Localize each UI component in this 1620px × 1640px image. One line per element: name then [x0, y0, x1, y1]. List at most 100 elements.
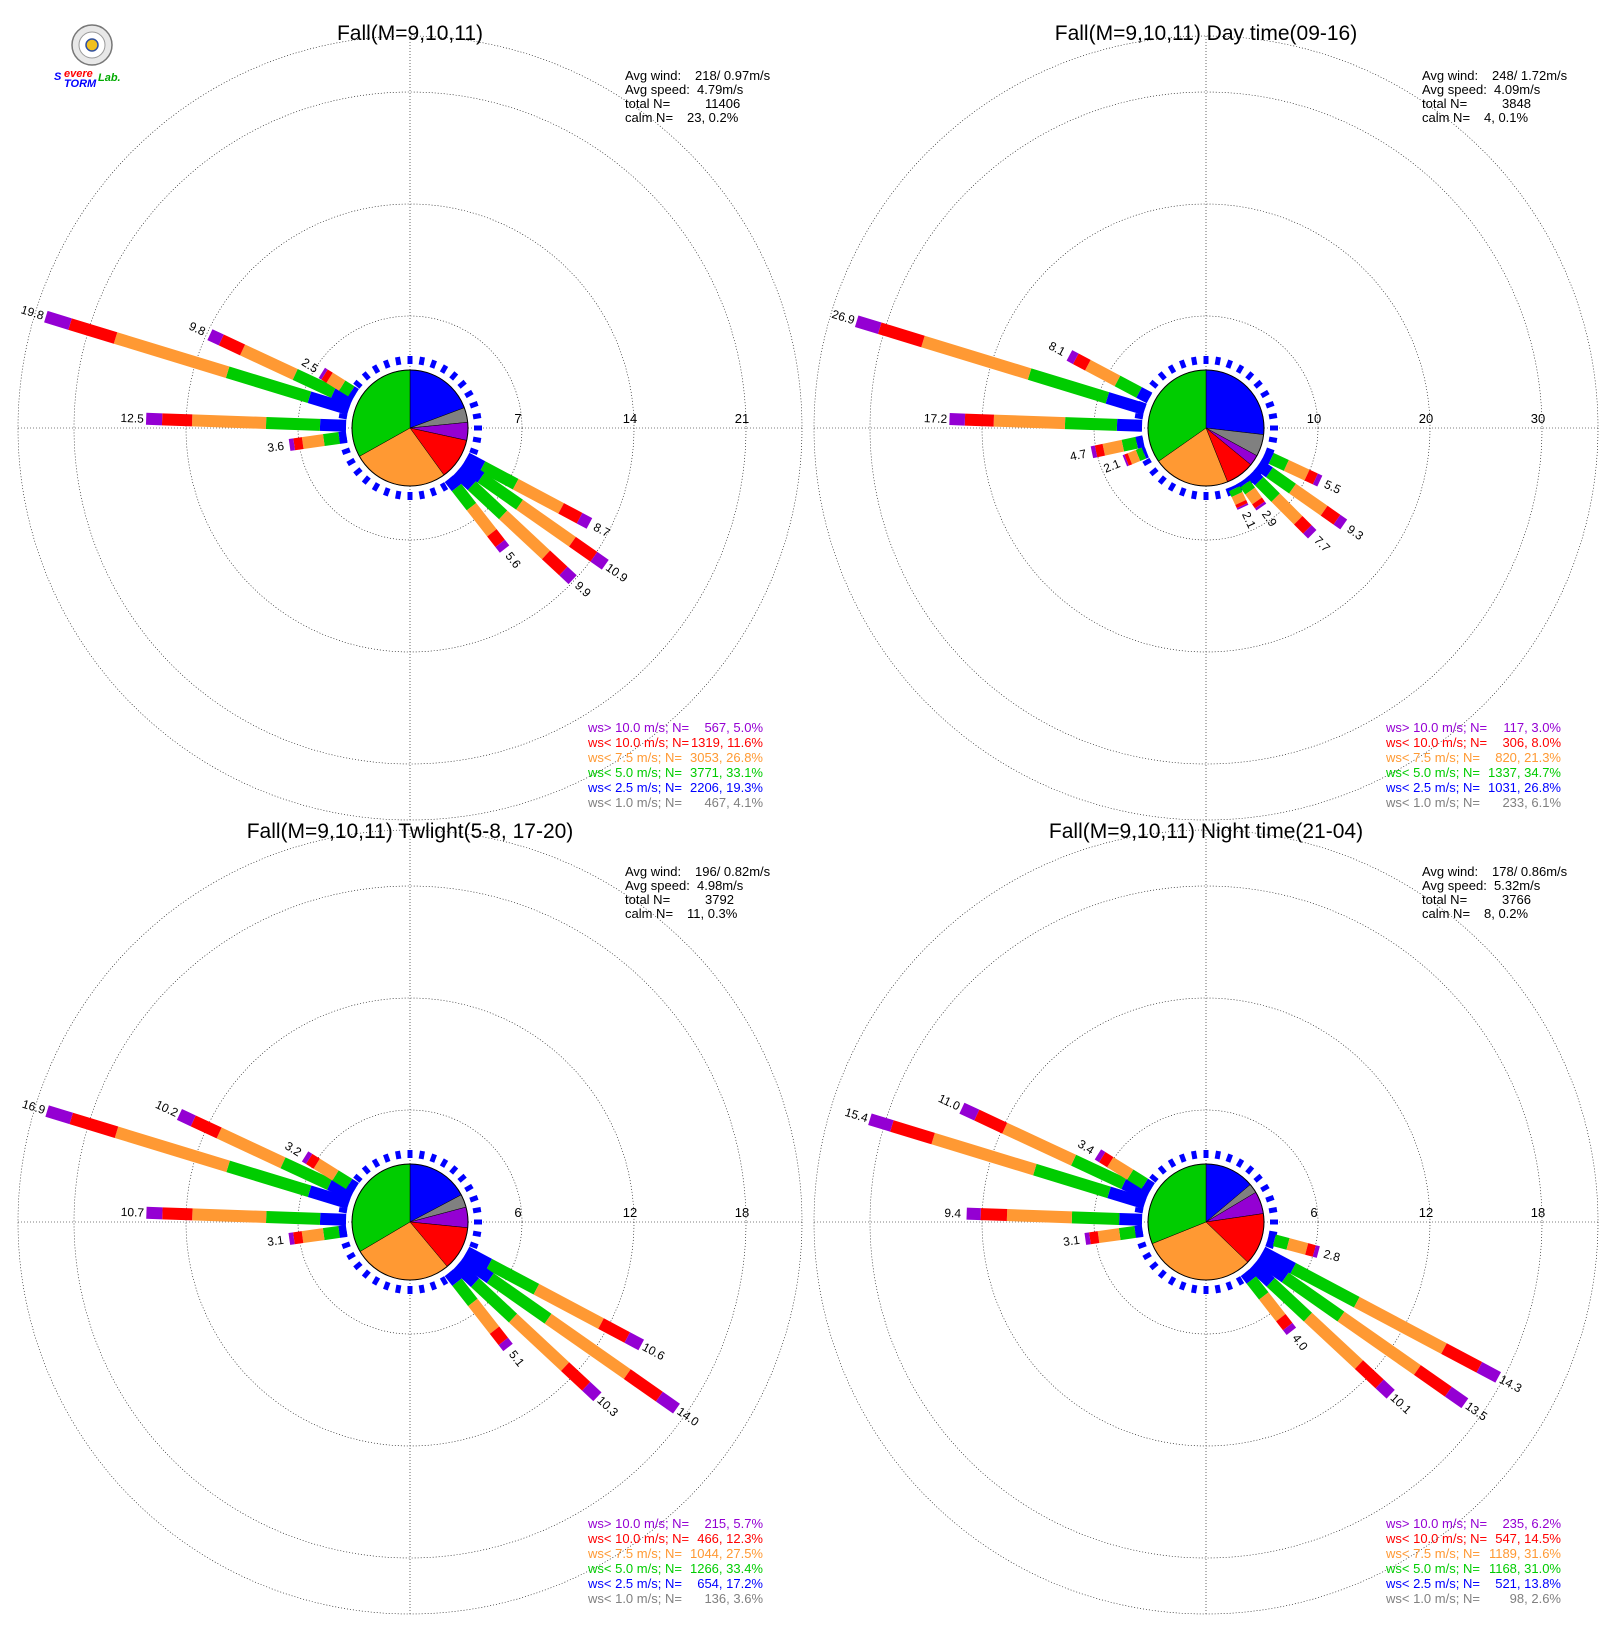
windrose-panel: 6 12 18 16.9 10.2 3.2 10.7 3.1 10.6 14.0 10.3 5.1 Fa…	[17, 820, 803, 1615]
spoke-segment	[444, 474, 462, 492]
spoke-value-label: 26.9	[830, 307, 857, 327]
spoke-segment	[162, 1207, 193, 1221]
spoke-segment	[489, 1326, 509, 1346]
spoke-value-label: 5.1	[506, 1348, 528, 1370]
calm-spoke	[469, 401, 479, 409]
spoke-segment	[319, 418, 347, 432]
calm-spoke	[1268, 413, 1278, 420]
spoke-segment	[44, 310, 72, 330]
pie-outline	[351, 369, 469, 487]
spoke-segment	[1072, 353, 1091, 371]
spoke-segment	[1266, 1232, 1276, 1247]
spoke-segment	[463, 452, 486, 472]
spoke-value-label: 3.2	[282, 1139, 304, 1160]
spoke-segment	[931, 1132, 1037, 1176]
legend-label: ws< 5.0 m/s; N=	[1385, 1561, 1480, 1576]
ring-tick-label: 10	[1307, 411, 1321, 426]
calm-spoke	[469, 447, 479, 455]
calm-spoke	[1265, 1195, 1275, 1203]
spoke-value-label: 10.9	[603, 560, 630, 585]
calm-spoke	[361, 371, 371, 381]
spoke-segment	[1320, 505, 1341, 525]
panel-title: Fall(M=9,10,11) Day time(09-16)	[1055, 22, 1357, 45]
spoke-segment	[288, 438, 295, 451]
spoke-segment	[1441, 1343, 1483, 1373]
spoke-segment	[1247, 469, 1264, 486]
ring-tick-label: 12	[1419, 1205, 1433, 1220]
spoke-segment	[68, 318, 118, 344]
spoke-value-label: 8.7	[591, 520, 613, 540]
legend-label: ws< 7.5 m/s; N=	[587, 750, 682, 765]
legend-label: ws< 1.0 m/s; N=	[1385, 1591, 1480, 1606]
calm-spoke	[1235, 364, 1245, 374]
calm-spoke	[1137, 1241, 1147, 1249]
spoke-value-label: 4.0	[1289, 1331, 1311, 1353]
calm-n-value: 4, 0.1%	[1484, 110, 1529, 125]
legend-label: ws< 7.5 m/s; N=	[1385, 1546, 1480, 1561]
spoke-value-label: 2.8	[1322, 1247, 1342, 1265]
spoke-segment	[1312, 473, 1323, 487]
ring-tick-label: 18	[1531, 1205, 1545, 1220]
spoke-segment	[1248, 1261, 1275, 1287]
spoke-segment	[322, 432, 341, 447]
calm-spoke	[353, 467, 363, 477]
spoke-segment	[113, 332, 230, 378]
ring-tick-label: 30	[1531, 411, 1545, 426]
spoke-segment	[1293, 515, 1312, 534]
pie-outline	[351, 1163, 469, 1281]
calm-spoke	[1167, 482, 1177, 492]
spoke-segment	[486, 1273, 552, 1324]
spoke-value-label: 3.1	[1062, 1233, 1081, 1249]
spoke-segment	[1027, 368, 1110, 404]
calm-spoke	[1179, 1281, 1187, 1291]
spoke-segment	[1290, 1263, 1360, 1308]
logo-s-glyph: S	[54, 71, 62, 83]
calm-spoke	[1225, 1153, 1233, 1163]
spoke-segment	[1353, 1296, 1447, 1354]
spoke-segment	[293, 437, 304, 451]
calm-spoke	[1265, 401, 1275, 409]
spoke-segment	[486, 1258, 540, 1295]
calm-spoke	[383, 1281, 391, 1291]
legend-label: ws< 10.0 m/s; N=	[1385, 1531, 1487, 1546]
spoke-segment	[1254, 501, 1267, 511]
spoke-segment	[980, 1208, 1008, 1222]
spoke-segment	[498, 1337, 513, 1352]
calm-spoke	[1268, 1207, 1278, 1214]
calm-n-label: calm N=	[625, 110, 673, 125]
spoke-segment	[1090, 445, 1098, 459]
spoke-segment	[145, 412, 163, 426]
ring-tick-label: 12	[623, 1205, 637, 1220]
spoke-segment	[322, 1226, 341, 1241]
spoke-segment	[463, 1246, 493, 1270]
calm-spoke	[464, 389, 474, 399]
spoke-value-label: 7.7	[1311, 533, 1333, 555]
pie-outline	[1147, 369, 1265, 487]
spoke-segment	[1283, 460, 1310, 481]
legend-value: 1189, 31.6%	[1489, 1546, 1561, 1561]
legend-value: 654, 17.2%	[697, 1576, 763, 1591]
calm-spoke	[1157, 371, 1167, 381]
calm-spoke	[1214, 1150, 1221, 1160]
spoke-segment	[305, 1153, 320, 1169]
spoke-segment	[544, 1313, 631, 1380]
calm-n-label: calm N=	[1422, 906, 1470, 921]
calm-spoke	[1179, 487, 1187, 497]
spoke-segment	[216, 1127, 286, 1169]
spoke-segment	[326, 372, 346, 391]
spoke-segment	[1066, 350, 1079, 365]
spoke-segment	[1094, 443, 1105, 458]
total-n-label: total N=	[1422, 96, 1467, 111]
spoke-segment	[1246, 1276, 1269, 1300]
legend-label: ws> 10.0 m/s; N=	[587, 1516, 689, 1531]
spoke-segment	[1227, 483, 1240, 492]
spoke-segment	[533, 1283, 604, 1329]
spoke-segment	[1094, 1149, 1106, 1163]
legend-value: 820, 21.3%	[1495, 750, 1561, 765]
avg-speed-value: 4.79m/s	[697, 82, 744, 97]
spoke-segment	[1235, 499, 1248, 509]
legend-label: ws< 2.5 m/s; N=	[1385, 780, 1480, 795]
spoke-segment	[959, 1102, 980, 1121]
legend-label: ws< 7.5 m/s; N=	[587, 1546, 682, 1561]
legend-label: ws< 10.0 m/s; N=	[1385, 735, 1487, 750]
